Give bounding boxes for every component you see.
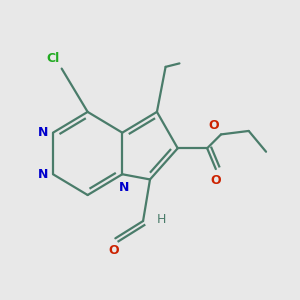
Text: N: N — [38, 168, 48, 181]
Text: O: O — [108, 244, 119, 256]
Text: O: O — [209, 118, 219, 132]
Text: N: N — [38, 126, 48, 139]
Text: H: H — [157, 213, 166, 226]
Text: Cl: Cl — [47, 52, 60, 65]
Text: O: O — [211, 174, 221, 187]
Text: N: N — [119, 181, 129, 194]
